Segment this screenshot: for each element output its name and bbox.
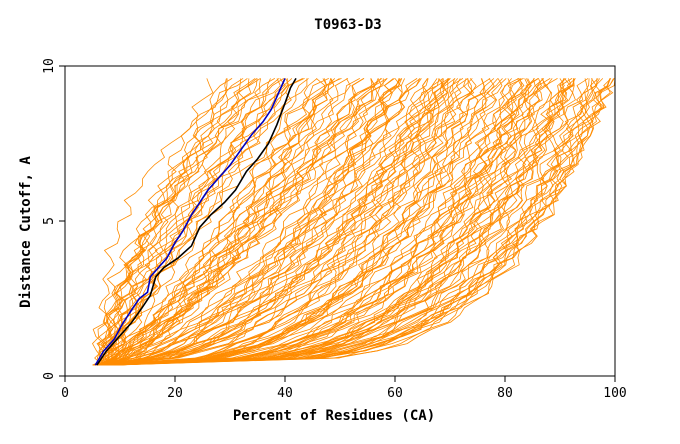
background-curve: [96, 78, 472, 366]
background-curve: [99, 78, 388, 366]
background-curve: [107, 78, 522, 366]
background-curve: [117, 78, 383, 366]
background-curve: [104, 78, 290, 366]
background-curve: [114, 78, 567, 366]
background-curve: [104, 78, 532, 366]
background-curve: [93, 78, 542, 366]
background-curve: [92, 78, 575, 366]
background-curve: [109, 78, 507, 366]
background-curve: [100, 78, 308, 366]
background-curve: [110, 78, 486, 366]
x-axis-label: Percent of Residues (CA): [233, 408, 435, 424]
background-curve: [102, 78, 349, 366]
background-curve: [98, 78, 303, 366]
background-curve: [101, 78, 495, 366]
x-tick-label: 60: [387, 386, 403, 401]
background-curve: [104, 78, 305, 366]
background-curve: [116, 78, 524, 366]
background-curve: [106, 78, 485, 366]
y-tick-label: 0: [42, 372, 57, 380]
x-axis-ticks: 0 20 40 60 80 100: [61, 376, 627, 401]
series-line-2: [96, 77, 297, 366]
background-curve: [97, 78, 271, 366]
x-tick-label: 100: [603, 386, 626, 401]
background-curve: [100, 78, 464, 366]
background-curve: [100, 78, 421, 366]
background-curve: [94, 78, 611, 366]
y-axis-ticks: 0 5 10: [42, 58, 65, 380]
background-curve: [103, 78, 233, 366]
background-curve: [100, 78, 281, 366]
background-curve: [92, 78, 565, 366]
background-curve: [102, 78, 512, 366]
background-curve: [107, 78, 448, 366]
y-tick-label: 5: [42, 217, 57, 225]
background-curve: [102, 78, 576, 366]
background-curve: [108, 78, 599, 366]
background-curve: [99, 78, 373, 366]
background-curve: [108, 78, 336, 366]
background-curve: [92, 78, 547, 366]
background-curve: [106, 78, 342, 366]
background-curve: [102, 78, 429, 366]
background-curve: [110, 78, 576, 366]
x-tick-label: 40: [277, 386, 293, 401]
background-curve: [103, 78, 388, 366]
background-curve: [111, 78, 545, 366]
y-tick-label: 10: [42, 58, 57, 74]
background-curve: [101, 78, 288, 366]
series-line-1: [94, 78, 286, 366]
x-tick-label: 80: [497, 386, 513, 401]
background-curve: [100, 78, 429, 366]
background-curve: [103, 78, 438, 366]
background-curves: [92, 78, 616, 366]
background-curve: [104, 78, 475, 366]
background-curve: [110, 78, 309, 366]
background-curve: [104, 78, 450, 366]
background-curve: [104, 78, 456, 366]
background-curve: [115, 78, 418, 366]
background-curve: [94, 78, 261, 366]
background-curve: [105, 78, 616, 366]
background-curve: [98, 78, 440, 366]
background-curve: [92, 78, 351, 366]
background-curve: [109, 78, 469, 366]
background-curve: [99, 78, 443, 366]
background-curve: [97, 78, 449, 366]
background-curve: [102, 78, 329, 366]
y-axis-label: Distance Cutoff, A: [18, 156, 34, 308]
background-curve: [98, 78, 335, 366]
background-curve: [98, 78, 611, 366]
background-curve: [96, 78, 382, 366]
background-curve: [92, 78, 261, 366]
background-curve: [106, 78, 395, 366]
background-curve: [93, 78, 572, 366]
chart-title: T0963-D3: [314, 17, 381, 33]
background-curve: [107, 78, 402, 366]
background-curve: [116, 78, 558, 366]
background-curve: [102, 78, 598, 366]
background-curve: [94, 78, 614, 366]
background-curve: [104, 78, 567, 366]
background-curve: [117, 78, 539, 366]
background-curve: [100, 78, 473, 366]
background-curve: [106, 78, 376, 366]
highlighted-series: [94, 77, 297, 366]
background-curve: [105, 78, 531, 366]
background-curve: [96, 78, 422, 366]
background-curve: [101, 78, 360, 366]
background-curve: [98, 78, 529, 366]
x-tick-label: 20: [167, 386, 183, 401]
background-curve: [101, 78, 596, 366]
background-curve: [101, 78, 575, 366]
background-curve: [110, 78, 553, 366]
background-curve: [107, 78, 590, 366]
background-curve: [103, 78, 402, 366]
background-curve: [98, 78, 615, 366]
background-curve: [105, 78, 503, 366]
x-tick-label: 0: [61, 386, 69, 401]
